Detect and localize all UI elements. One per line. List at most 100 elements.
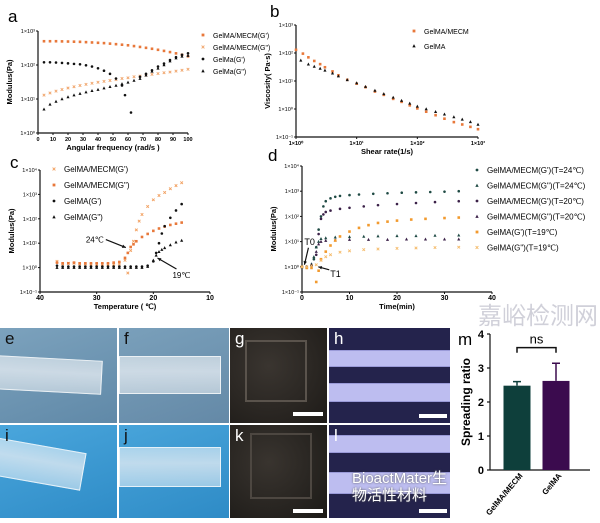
data-point — [400, 98, 404, 102]
data-point — [108, 85, 112, 89]
y-axis-label: Spreading ratio — [459, 358, 473, 446]
y-tick-label: 1×10² — [21, 63, 35, 69]
data-point — [126, 271, 130, 275]
data-point — [400, 191, 404, 195]
legend-label: GelMA/MECM(G') — [213, 33, 269, 40]
data-point — [442, 112, 447, 116]
data-point — [476, 122, 480, 126]
legend-label: GelMA(G')(T=19℃) — [487, 228, 558, 237]
data-point — [180, 181, 184, 185]
legend-label: GelMA/MECM(G') — [64, 165, 129, 174]
data-point — [324, 236, 328, 240]
x-tick-label: GelMA — [540, 471, 563, 496]
legend-marker — [475, 183, 479, 187]
data-point — [160, 247, 164, 251]
data-point — [371, 192, 375, 196]
data-point — [301, 52, 305, 55]
data-point — [322, 213, 325, 216]
chart-panel-d: d 1×10⁻¹ 1×10⁰ 1×10¹ 1×10² 1×10³ 1×10⁴ 0 10 20 30 4… — [268, 146, 586, 311]
data-point — [338, 194, 342, 198]
data-point — [108, 42, 112, 45]
y-tick-label: 1×10⁰ — [284, 264, 299, 271]
arrowhead — [121, 244, 126, 248]
scale-bar — [293, 412, 323, 416]
data-point — [66, 86, 70, 90]
data-point — [126, 80, 130, 84]
y-tick-label: 1×10⁰ — [22, 265, 37, 272]
filament-strand — [329, 350, 450, 367]
data-point — [317, 228, 320, 231]
data-point — [319, 217, 323, 221]
data-point — [443, 190, 446, 193]
panel-label-l: l — [334, 426, 338, 445]
data-point — [129, 265, 133, 269]
legend-marker — [52, 183, 56, 187]
series-5 — [300, 245, 461, 269]
y-tick-label: 1×10³ — [285, 189, 299, 195]
data-point — [324, 255, 328, 259]
data-point — [169, 216, 172, 220]
data-point — [83, 265, 87, 269]
data-point — [123, 256, 127, 260]
data-point — [424, 110, 428, 114]
data-point — [84, 90, 88, 94]
data-point — [146, 204, 150, 209]
x-tick-label: 10 — [346, 295, 354, 302]
data-point — [132, 75, 136, 79]
filament-strand — [329, 435, 450, 453]
data-point — [180, 54, 184, 58]
data-point — [391, 95, 395, 99]
scale-bar — [293, 509, 323, 513]
legend-label: GelMA/MECM(G')(T=24℃) — [487, 166, 584, 175]
data-point — [42, 39, 46, 43]
arrowhead — [157, 257, 162, 262]
data-point — [48, 61, 52, 64]
data-point — [72, 62, 76, 66]
data-point — [55, 261, 59, 264]
data-point — [72, 261, 76, 264]
legend-marker — [52, 167, 56, 171]
x-tick-label: 90 — [170, 137, 176, 143]
data-point — [169, 223, 172, 227]
data-point — [96, 66, 100, 70]
series-0 — [55, 181, 184, 275]
series-1 — [55, 221, 183, 265]
data-point — [367, 223, 370, 227]
data-point — [330, 71, 335, 75]
data-point — [123, 93, 127, 97]
y-tick-label: 1×10⁰ — [20, 130, 35, 137]
series-3 — [55, 238, 184, 269]
data-point — [329, 209, 332, 212]
data-point — [324, 250, 328, 253]
y-tick-label: 1×10⁻¹ — [276, 135, 293, 141]
data-point — [186, 53, 190, 57]
photo-panel-l: l — [329, 425, 450, 518]
data-point — [42, 93, 46, 97]
panel-label-a: a — [8, 7, 18, 26]
y-tick-label: 2 — [478, 397, 484, 409]
data-point — [150, 47, 154, 51]
data-point — [294, 48, 298, 52]
data-point — [312, 64, 316, 68]
data-point — [357, 226, 361, 230]
y-tick-label: 1×10¹ — [279, 79, 293, 85]
data-point — [323, 68, 327, 72]
faded-watermark: 嘉峪检测网 — [478, 302, 598, 330]
legend-marker — [201, 57, 205, 61]
series-1 — [299, 58, 480, 126]
data-point — [156, 71, 160, 76]
y-axis-label: Modulus(Pa) — [269, 206, 278, 251]
scale-bar — [419, 509, 447, 513]
data-point — [305, 265, 309, 269]
data-point — [129, 111, 133, 114]
legend-label: GelMA(G")(T=19℃) — [487, 244, 559, 253]
data-point — [55, 264, 59, 267]
arrowhead — [303, 260, 307, 265]
panel-label-e: e — [5, 329, 15, 348]
data-point — [348, 193, 351, 197]
data-point — [66, 95, 70, 99]
panel-label-c: c — [10, 153, 19, 172]
x-tick-label: 50 — [110, 137, 116, 143]
